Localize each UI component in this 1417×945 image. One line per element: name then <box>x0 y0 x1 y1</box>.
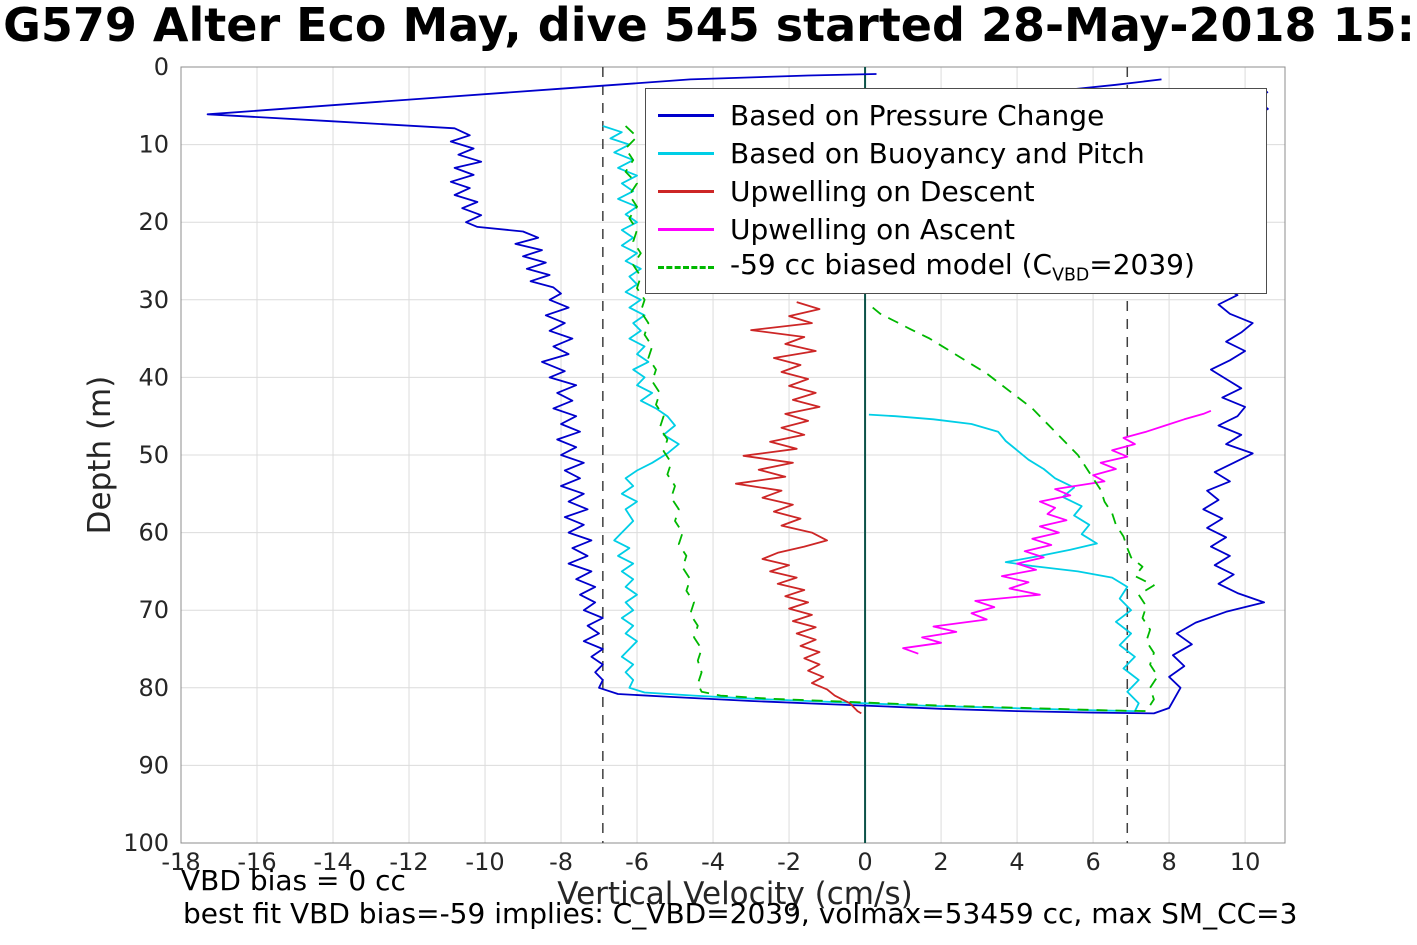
legend-item-label: Upwelling on Descent <box>730 174 1035 208</box>
svg-text:0: 0 <box>154 53 169 81</box>
svg-text:-16: -16 <box>237 848 276 876</box>
svg-text:6: 6 <box>1085 848 1100 876</box>
svg-text:-18: -18 <box>161 848 200 876</box>
svg-text:20: 20 <box>138 208 169 236</box>
legend-line-sample <box>658 265 714 269</box>
svg-text:40: 40 <box>138 363 169 391</box>
svg-text:-2: -2 <box>777 848 801 876</box>
axes-box <box>180 66 1286 844</box>
legend-line-sample <box>658 189 714 193</box>
svg-text:90: 90 <box>138 751 169 779</box>
series-pressure-change <box>206 73 1269 715</box>
vbd-bias-note: VBD bias = 0 cc <box>181 864 406 897</box>
svg-text:-10: -10 <box>465 848 504 876</box>
svg-text:60: 60 <box>138 519 169 547</box>
legend-item: Based on Pressure Change <box>646 96 1266 134</box>
legend-item-label: -59 cc biased model (CVBD=2039) <box>730 248 1195 286</box>
svg-text:-12: -12 <box>389 848 428 876</box>
legend: Based on Pressure Change Based on Buoyan… <box>645 88 1267 294</box>
svg-text:-4: -4 <box>701 848 725 876</box>
legend-item: Upwelling on Ascent <box>646 210 1266 248</box>
svg-text:2: 2 <box>933 848 948 876</box>
svg-text:70: 70 <box>138 596 169 624</box>
legend-item-label: Based on Buoyancy and Pitch <box>730 136 1145 170</box>
series-pressure-change <box>1070 78 1162 91</box>
legend-line-sample <box>658 227 714 231</box>
svg-text:30: 30 <box>138 286 169 314</box>
series-upwelling-ascent <box>902 409 1212 655</box>
svg-text:-14: -14 <box>313 848 352 876</box>
legend-item-label: Upwelling on Ascent <box>730 212 1016 246</box>
svg-text:4: 4 <box>1009 848 1024 876</box>
legend-item-label: Based on Pressure Change <box>730 98 1105 132</box>
svg-text:10: 10 <box>1230 848 1261 876</box>
legend-label-subscript: VBD <box>1052 265 1090 286</box>
legend-item: Based on Buoyancy and Pitch <box>646 134 1266 172</box>
legend-line-sample <box>658 151 714 155</box>
svg-text:-8: -8 <box>549 848 573 876</box>
svg-text:-6: -6 <box>625 848 649 876</box>
legend-line-sample <box>658 113 714 117</box>
svg-text:10: 10 <box>138 131 169 159</box>
svg-text:100: 100 <box>123 829 169 857</box>
data-series <box>206 73 1269 715</box>
y-tick-labels: 0 10 20 30 40 50 60 70 80 90 100 <box>123 53 169 857</box>
x-axis-label: Vertical Velocity (cm/s) <box>557 876 913 912</box>
series-buoyancy-pitch <box>602 125 1140 712</box>
svg-text:0: 0 <box>857 848 872 876</box>
legend-label-suffix: =2039) <box>1089 248 1195 282</box>
y-axis-label: Depth (m) <box>82 375 118 535</box>
svg-text:80: 80 <box>138 674 169 702</box>
svg-text:50: 50 <box>138 441 169 469</box>
legend-label-prefix: -59 cc biased model (C <box>730 248 1053 282</box>
series-biased-model <box>624 125 1159 712</box>
x-tick-labels: -18 -16 -14 -12 -10 -8 -6 -4 -2 0 2 4 6 8 10 <box>161 848 1260 876</box>
legend-item: Upwelling on Descent <box>646 172 1266 210</box>
series-upwelling-descent <box>735 301 862 715</box>
svg-text:8: 8 <box>1161 848 1176 876</box>
legend-item: -59 cc biased model (CVBD=2039) <box>646 248 1266 286</box>
figure-title: SG579 Alter Eco May, dive 545 started 28… <box>0 0 1417 52</box>
best-fit-note: best fit VBD bias=-59 implies: C_VBD=203… <box>183 897 1298 930</box>
